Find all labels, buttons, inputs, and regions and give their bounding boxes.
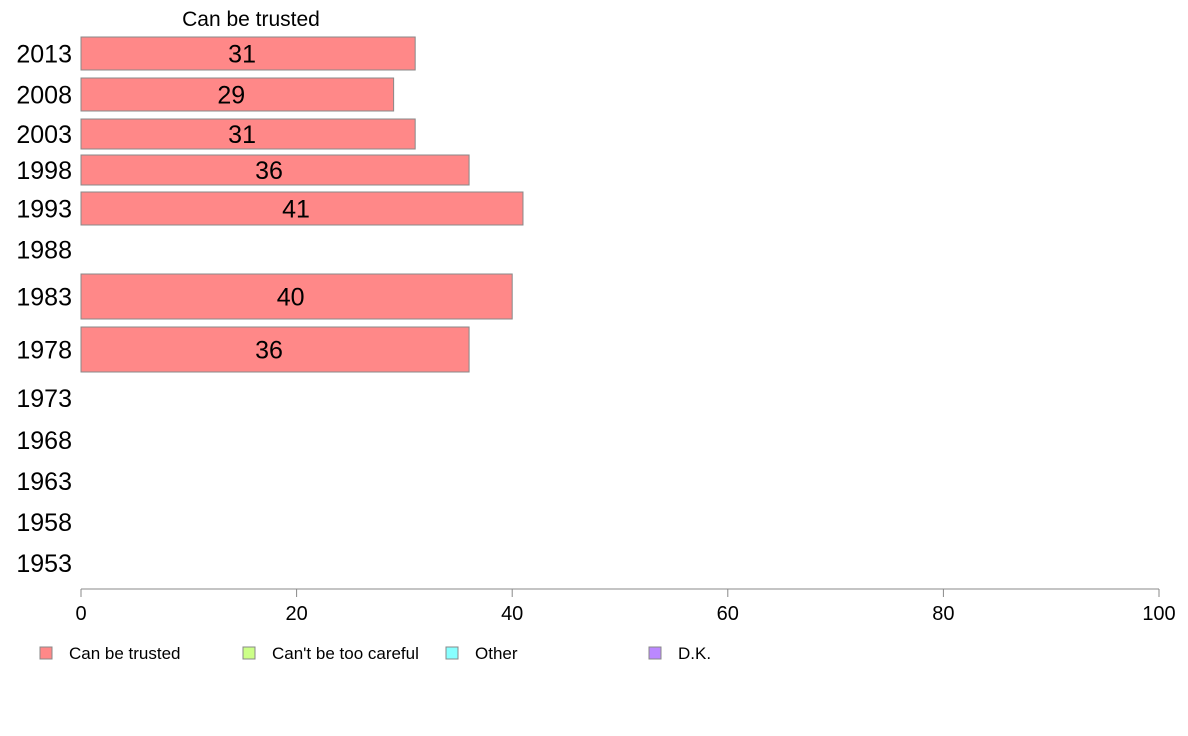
- bar-value-label: 29: [217, 82, 245, 110]
- x-tick-label: 60: [717, 603, 739, 625]
- bar: [80, 77, 395, 112]
- x-tick-label: 40: [501, 603, 523, 625]
- bar-value-label: 41: [282, 196, 310, 224]
- legend-swatch: [242, 646, 256, 660]
- category-label: 1973: [16, 385, 72, 413]
- legend-label: Can't be too careful: [272, 644, 419, 663]
- legend-swatch: [39, 646, 53, 660]
- category-label: 1953: [16, 550, 72, 578]
- category-label: 1993: [16, 196, 72, 224]
- bars-group: 31 29 31 36 41 40 36: [80, 36, 524, 373]
- x-axis: 0 20 40 60 80 100: [75, 588, 1176, 625]
- category-labels: 2013 2008 2003 1998 1993 1988 1983 1978 1973 1968…: [16, 41, 72, 579]
- x-tick-label: 80: [932, 603, 954, 625]
- category-label: 1963: [16, 468, 72, 496]
- category-label: 2008: [16, 82, 72, 110]
- category-label: 1988: [16, 237, 72, 265]
- x-tick-label: 0: [75, 603, 86, 625]
- bar: [80, 273, 513, 320]
- category-label: 1968: [16, 427, 72, 455]
- category-label: 1958: [16, 509, 72, 537]
- panel-title: Can be trusted: [182, 8, 320, 31]
- category-label: 2003: [16, 121, 72, 149]
- bar-value-label: 36: [255, 157, 283, 185]
- bar-value-label: 31: [228, 41, 256, 69]
- legend-label: Can be trusted: [69, 644, 181, 663]
- legend-label: Other: [475, 644, 518, 663]
- bar: [80, 326, 470, 373]
- legend: Can be trusted Can't be too careful Other D…: [39, 644, 711, 663]
- legend-swatch: [648, 646, 662, 660]
- bar-value-label: 31: [228, 121, 256, 149]
- category-label: 2013: [16, 41, 72, 69]
- bar: [80, 118, 416, 150]
- category-label: 1978: [16, 337, 72, 365]
- x-tick-label: 20: [285, 603, 307, 625]
- legend-swatch: [445, 646, 459, 660]
- legend-label: D.K.: [678, 644, 711, 663]
- bar: [80, 36, 416, 71]
- category-label: 1998: [16, 157, 72, 185]
- bar: [80, 191, 524, 226]
- x-tick-label: 100: [1142, 603, 1175, 625]
- category-label: 1983: [16, 284, 72, 312]
- bar-value-label: 40: [277, 284, 305, 312]
- bar-value-label: 36: [255, 337, 283, 365]
- bar: [80, 154, 470, 186]
